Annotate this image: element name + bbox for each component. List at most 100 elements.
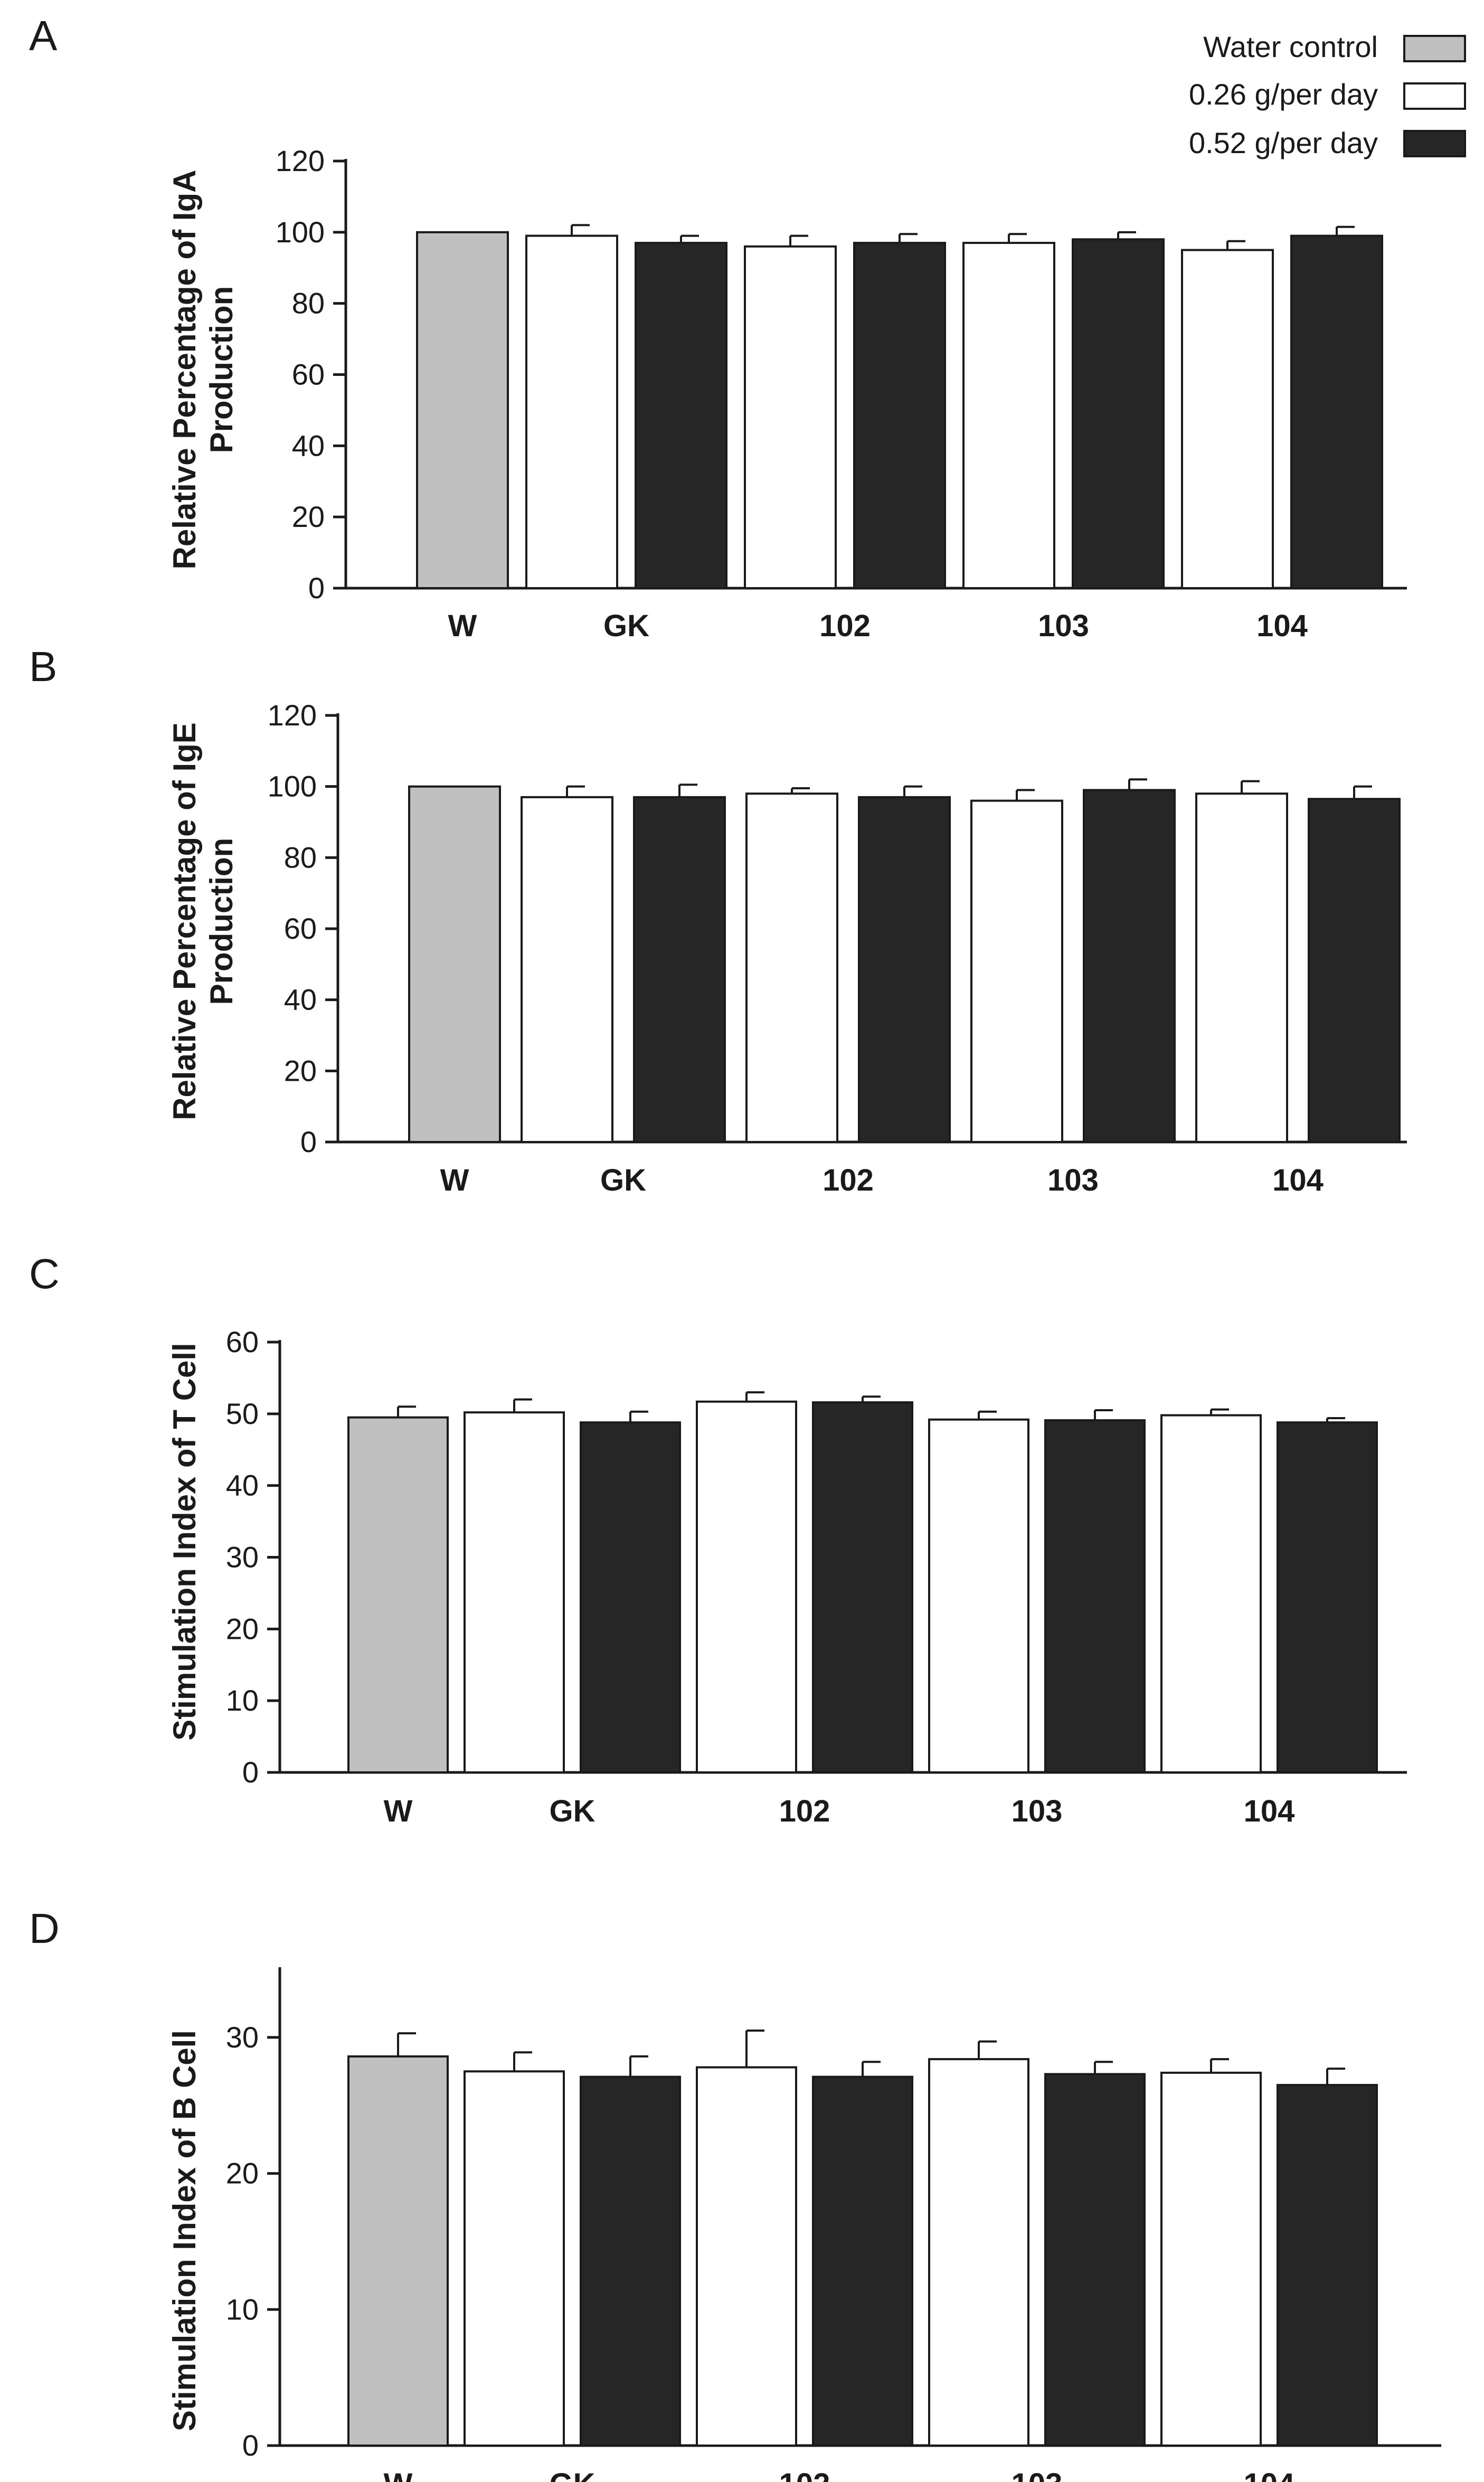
panel-d-category-label: 103	[1012, 2467, 1063, 2482]
panel-a-y-tick-label: 100	[276, 215, 325, 249]
panel-d-category-label: GK	[550, 2467, 596, 2482]
panel-c-bar	[580, 1421, 681, 1773]
panel-c-y-tick-label: 20	[226, 1612, 259, 1645]
panel-c-y-tick-label: 30	[226, 1541, 259, 1574]
panel-b-category-label: 103	[1047, 1163, 1099, 1197]
panel-d-y-tick-label: 20	[226, 2157, 259, 2190]
panel-b-bar	[745, 792, 838, 1143]
panel-d-ylabel-line-1: Stimulation Index of B Cell	[167, 2030, 202, 2431]
panel-d-bar	[928, 2058, 1029, 2447]
panel-d-bar	[812, 2075, 913, 2447]
panel-b-y-tick-label: 20	[284, 1054, 317, 1087]
panel-b-bar	[521, 796, 613, 1144]
panel-b-y-tick-label: 60	[284, 912, 317, 945]
panel-a-category-label: 102	[819, 609, 871, 643]
panel-a-plot: 0 20 40 60 80 100 120 W GK 102 103 104	[276, 144, 1407, 643]
panel-b-y-tick-label: 120	[268, 699, 317, 732]
panel-c-bar	[812, 1401, 913, 1774]
panel-a-letter: A	[29, 12, 58, 59]
legend: Water control 0.26 g/per day 0.52 g/per …	[1189, 30, 1466, 159]
panel-b-plot: 0 20 40 60 80 100 120 W GK 102 103 104	[268, 699, 1407, 1197]
panel-a-bar	[1072, 238, 1165, 590]
panel-b-y-tick-label: 0	[300, 1125, 317, 1158]
panel-b-ylabel-line-2: Production	[204, 838, 239, 1005]
legend-swatch-water-control	[1403, 35, 1466, 62]
panel-a: A Relative Percentage of IgA Production …	[29, 12, 1407, 643]
panel-a-bar	[744, 245, 837, 589]
panel-a-bar	[416, 231, 509, 590]
legend-swatch-0-26	[1403, 82, 1466, 110]
panel-b-category-label: GK	[600, 1163, 646, 1197]
panel-d-category-label: 104	[1244, 2467, 1295, 2482]
panel-d-y-tick-label: 0	[242, 2429, 259, 2462]
panel-c-plot: 0 10 20 30 40 50 60 W GK 102 103 104	[226, 1325, 1407, 1828]
panel-a-category-label: GK	[603, 609, 649, 643]
panel-b-category-label: 102	[823, 1163, 874, 1197]
panel-d-category-label: 102	[779, 2467, 830, 2482]
panel-d-letter: D	[29, 1905, 60, 1952]
panel-a-bar	[962, 242, 1055, 589]
panel-c-bar	[928, 1418, 1029, 1773]
panel-b-ylabel: Relative Percentage of IgE Production	[167, 722, 239, 1120]
panel-d-bar	[696, 2066, 797, 2447]
panel-c-bar	[696, 1400, 797, 1774]
panel-a-category-label: W	[448, 609, 477, 643]
panel-b-bar	[1308, 798, 1401, 1143]
panel-c-y-tick-label: 10	[226, 1684, 259, 1717]
panel-a-y-tick-label: 120	[276, 144, 325, 177]
panel-d-y-tick-label: 10	[226, 2292, 259, 2326]
panel-b-ylabel-line-1: Relative Percentage of IgE	[167, 722, 202, 1120]
panel-c-bar	[347, 1416, 449, 1773]
panel-a-ylabel: Relative Percentage of IgA Production	[167, 170, 239, 570]
panel-b-bar	[633, 796, 726, 1144]
panel-c: C Stimulation Index of T Cell 0 10 20 30 40 5…	[29, 1250, 1407, 1828]
panel-c-category-label: 102	[779, 1794, 830, 1828]
panel-a-y-tick-label: 40	[292, 429, 325, 462]
panel-d-bar	[580, 2075, 681, 2447]
panel-c-y-tick-label: 0	[242, 1756, 259, 1789]
panel-d-plot: 0 10 20 30 W GK 102 103 104	[226, 1967, 1441, 2482]
panel-c-category-label: 104	[1244, 1794, 1295, 1828]
panel-c-category-label: 103	[1012, 1794, 1063, 1828]
panel-c-ylabel-line-1: Stimulation Index of T Cell	[167, 1343, 202, 1740]
panel-b-bar	[1083, 789, 1176, 1143]
panel-c-y-tick-label: 60	[226, 1325, 259, 1358]
panel-a-bar	[525, 234, 618, 589]
panel-c-bar	[464, 1411, 565, 1774]
panel-a-bar	[1290, 234, 1383, 589]
panel-c-bar	[1044, 1419, 1146, 1773]
panel-c-y-tick-label: 40	[226, 1469, 259, 1502]
panel-c-category-label: GK	[550, 1794, 596, 1828]
panel-a-bar	[1181, 249, 1274, 589]
panel-a-bar	[635, 242, 727, 589]
panel-a-y-tick-label: 0	[308, 571, 325, 605]
panel-d: D Stimulation Index of B Cell 0 10 20 30 W GK…	[29, 1905, 1441, 2482]
panel-d-bar	[1277, 2084, 1378, 2447]
legend-label-0-26: 0.26 g/per day	[1189, 78, 1378, 111]
panel-b-y-tick-label: 80	[284, 841, 317, 874]
panel-d-y-tick-label: 30	[226, 2021, 259, 2054]
panel-a-y-tick-label: 20	[292, 500, 325, 533]
panel-c-letter: C	[29, 1250, 60, 1297]
panel-a-ylabel-line-2: Production	[204, 286, 239, 454]
panel-d-ylabel: Stimulation Index of B Cell	[167, 2030, 202, 2431]
panel-c-ylabel: Stimulation Index of T Cell	[167, 1343, 202, 1740]
panel-c-bar	[1277, 1421, 1378, 1773]
panel-d-bar	[1044, 2073, 1146, 2447]
panel-b-category-label: 104	[1272, 1163, 1324, 1197]
panel-c-bar	[1160, 1414, 1262, 1774]
panel-a-bar	[853, 242, 946, 589]
panel-d-bar	[347, 2055, 449, 2447]
legend-label-0-52: 0.52 g/per day	[1189, 126, 1378, 159]
panel-d-bar	[1160, 2071, 1262, 2447]
legend-label-water-control: Water control	[1203, 30, 1378, 63]
panel-b-bar	[408, 785, 501, 1143]
panel-b-y-tick-label: 100	[268, 770, 317, 803]
panel-b-bar	[858, 796, 951, 1144]
panel-b-bar	[1195, 792, 1288, 1143]
panel-a-ylabel-line-1: Relative Percentage of IgA	[167, 170, 202, 570]
panel-c-y-tick-label: 50	[226, 1397, 259, 1430]
panel-a-category-label: 104	[1256, 609, 1308, 643]
panel-d-category-label: W	[384, 2467, 413, 2482]
